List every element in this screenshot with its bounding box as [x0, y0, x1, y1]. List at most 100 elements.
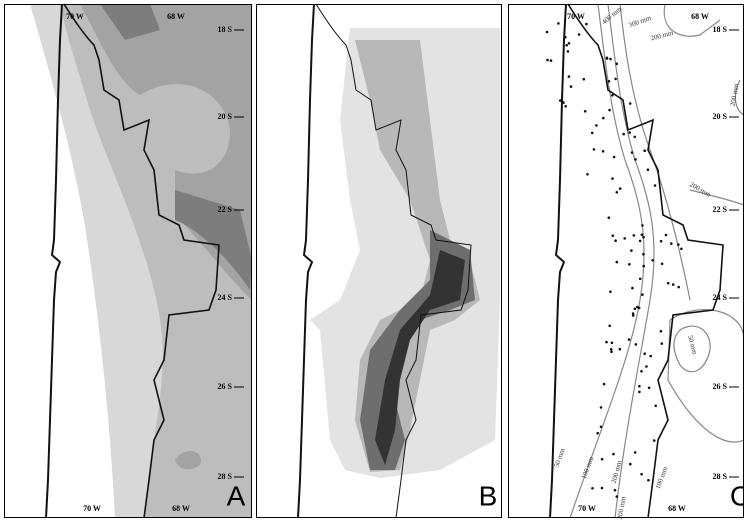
station-dot: [642, 236, 645, 239]
station-dot: [608, 325, 611, 328]
station-dot: [631, 151, 634, 154]
station-dot: [660, 240, 663, 243]
station-dot: [660, 330, 663, 333]
station-dot: [591, 487, 594, 490]
station-dot: [608, 109, 611, 112]
station-dot: [616, 191, 619, 194]
station-dot: [630, 249, 633, 252]
panel-c-map: [508, 4, 744, 518]
latitude-label: 26 S: [218, 382, 233, 391]
station-dot: [661, 342, 664, 345]
longitude-label: 70 W: [567, 12, 585, 21]
station-dot: [647, 168, 650, 171]
panel-letter: B: [479, 480, 498, 511]
station-dot: [648, 387, 651, 390]
station-dot: [634, 308, 637, 311]
longitude-label: 70 W: [83, 504, 101, 513]
station-dot: [642, 265, 645, 268]
longitude-label: 68 W: [172, 504, 190, 513]
station-dot: [628, 131, 631, 134]
station-dot: [570, 85, 573, 88]
station-dot: [601, 458, 604, 461]
station-dot: [612, 453, 615, 456]
station-dot: [680, 248, 683, 251]
longitude-label: 68 W: [668, 504, 686, 513]
panel-letter: C: [730, 480, 744, 511]
station-dot: [639, 240, 642, 243]
station-dot: [635, 343, 638, 346]
station-dot: [643, 352, 646, 355]
latitude-label: 28 S: [713, 472, 728, 481]
longitude-label: 70 W: [578, 504, 596, 513]
station-dot: [614, 239, 617, 242]
station-dot: [640, 473, 643, 476]
station-dot: [645, 365, 648, 368]
latitude-label: 20 S: [218, 112, 233, 121]
station-dot: [593, 148, 596, 151]
station-dot: [623, 237, 626, 240]
latitude-label: 24 S: [713, 293, 728, 302]
latitude-label: 22 S: [713, 205, 728, 214]
panel-a-map: [4, 4, 252, 518]
station-dot: [643, 149, 646, 152]
station-dot: [610, 348, 613, 351]
station-dot: [546, 59, 549, 62]
station-dot: [640, 370, 643, 373]
panel-letter: A: [227, 480, 246, 511]
station-dot: [550, 59, 553, 62]
station-dot: [654, 405, 657, 408]
station-dot: [634, 158, 637, 161]
station-dot: [600, 426, 603, 429]
station-dot: [634, 451, 637, 454]
station-dot: [647, 479, 650, 482]
station-dot: [578, 33, 581, 36]
page: {"panels":[ {"label":"A","lat_labels":["…: [0, 0, 744, 522]
station-dot: [612, 234, 615, 237]
station-dot: [611, 177, 614, 180]
station-dot: [565, 44, 568, 47]
station-dot: [611, 342, 614, 345]
station-dot: [595, 124, 598, 127]
station-dot: [602, 150, 605, 153]
station-dot: [628, 263, 631, 266]
station-dot: [641, 224, 644, 227]
station-dot: [559, 99, 562, 102]
station-dot: [677, 243, 680, 246]
station-dot: [564, 36, 567, 39]
latitude-label: 18 S: [713, 25, 728, 34]
station-dot: [633, 234, 636, 237]
station-dot: [613, 156, 616, 159]
latitude-label: 28 S: [218, 472, 233, 481]
latitude-label: 18 S: [218, 25, 233, 34]
station-dot: [638, 391, 641, 394]
station-dot: [616, 261, 619, 264]
station-dot: [667, 282, 670, 285]
station-dot: [629, 463, 632, 466]
station-dot: [661, 263, 664, 266]
station-dot: [601, 487, 604, 490]
station-dot: [638, 385, 641, 388]
station-dot: [616, 495, 619, 498]
station-dot: [641, 293, 644, 296]
station-dot: [628, 338, 631, 341]
station-dot: [583, 78, 586, 81]
station-dot: [611, 94, 614, 97]
station-dot: [622, 133, 625, 136]
longitude-label: 70 W: [66, 12, 84, 21]
latitude-label: 20 S: [713, 112, 728, 121]
longitude-label: 68 W: [691, 12, 709, 21]
station-dot: [670, 242, 673, 245]
station-dot: [634, 136, 637, 139]
latitude-label: 24 S: [218, 293, 233, 302]
figure: A 18 S 20 S 22 S 24 S 26 S 28 S 70 W 68 W 70 W 68 …: [0, 0, 744, 522]
station-dot: [603, 383, 606, 386]
station-dot: [608, 80, 611, 83]
station-dot: [614, 78, 617, 81]
station-dot: [639, 278, 642, 281]
station-dot: [609, 290, 612, 293]
station-dot: [632, 312, 635, 315]
station-dot: [546, 31, 549, 34]
station-dot: [665, 234, 668, 237]
panel-b-map: [256, 4, 502, 518]
station-dot: [557, 22, 560, 25]
